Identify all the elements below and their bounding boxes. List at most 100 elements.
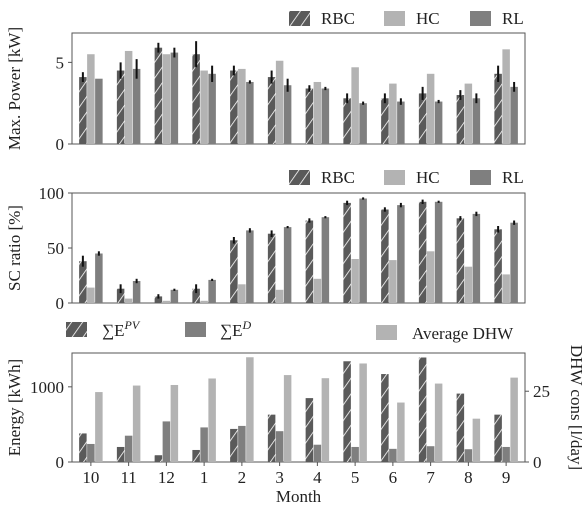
bar-rl-1 [208,73,216,144]
bar-dhw-6 [397,402,405,462]
bar-rl-1 [208,279,216,303]
bar-hc-5 [351,67,359,144]
bar-rl-9 [510,86,518,144]
bar-dhw-3 [283,375,292,462]
bar-rbc-6 [381,209,389,303]
legend-label-rbc: RBC [321,9,355,28]
bar-ed-1 [200,427,208,462]
bar-epv-3 [267,414,276,462]
bar-hc-5 [351,259,359,303]
bar-epv-2 [230,428,238,462]
bar-rl-6 [397,101,405,144]
xtick-label: 9 [502,468,511,487]
bar-rbc-12 [154,296,163,303]
bar-hc-6 [389,260,397,303]
bar-rl-2 [246,81,254,144]
bar-dhw-9 [510,377,518,462]
bar-rl-6 [397,205,405,303]
plot-frame-1 [71,32,526,145]
bar-rbc-11 [116,288,125,303]
bar-hc-3 [275,289,284,303]
bar-rbc-4 [305,88,314,144]
bar-hc-9 [502,274,510,303]
bar-hc-6 [389,83,397,144]
bar-hc-10 [87,287,95,303]
bar-rl-7 [434,101,443,144]
xtick-label: 10 [82,468,99,487]
bar-rl-2 [246,230,254,303]
bar-hc-11 [124,50,133,144]
legend-swatch-rl [470,11,491,26]
bar-dhw-1 [208,378,216,462]
bar-hc-9 [502,49,510,144]
bar-rl-12 [170,289,179,303]
bar-ed-11 [124,435,133,462]
xtick-label: 12 [158,468,175,487]
bar-rbc-3 [267,233,276,303]
bar-rbc-2 [230,70,238,144]
legend-label-rbc: RBC [321,168,355,187]
bar-ed-7 [426,446,435,462]
x-axis-label: Month [276,487,322,506]
bar-hc-10 [87,54,95,144]
legend-label-dhw: Average DHW [412,324,514,343]
bar-ed-9 [502,446,510,462]
xtick-label: 6 [389,468,398,487]
bar-dhw-7 [434,383,443,462]
xtick-label: 5 [351,468,360,487]
bar-ed-6 [389,448,397,462]
bar-dhw-12 [170,384,179,462]
ytick-label: 0 [56,453,65,472]
legend-swatch-ed [185,322,206,337]
bar-rl-4 [321,88,330,144]
legend-swatch-rbc [289,11,310,26]
bar-ed-10 [87,443,95,462]
bar-dhw-10 [95,392,103,462]
bar-hc-4 [313,278,322,303]
bar-dhw-2 [246,357,254,462]
bar-hc-4 [313,81,322,144]
xtick-label: 1 [200,468,209,487]
y-axis-label: SC ratio [%] [5,205,24,291]
bar-epv-1 [192,449,200,462]
bar-rbc-1 [192,54,200,144]
bar-ed-4 [313,444,322,462]
ytick-label: 0 [56,135,65,154]
xtick-label: 7 [426,468,435,487]
legend-swatch-dhw [376,325,397,340]
bar-rl-11 [132,281,141,303]
bar-epv-4 [305,398,314,462]
bar-epv-12 [154,455,163,462]
bar-hc-11 [124,298,133,303]
ytick-label: 100 [39,184,65,203]
bar-rl-10 [95,78,103,144]
bar-hc-8 [464,83,473,144]
legend-label-epv: ∑EPV [102,318,141,340]
bar-rbc-2 [230,240,238,303]
bar-epv-6 [381,374,389,462]
bar-dhw-11 [132,385,141,462]
bar-rbc-9 [494,73,502,144]
xtick-label: 8 [464,468,473,487]
bar-dhw-5 [359,363,367,462]
bar-rl-3 [283,227,292,303]
legend-swatch-rl [470,170,491,185]
bar-ed-12 [162,421,171,462]
ytick-right-label: 0 [533,453,542,472]
legend-label-hc: HC [416,168,440,187]
bar-rl-10 [95,253,103,303]
bar-hc-1 [200,300,208,303]
bar-rbc-10 [79,77,87,144]
bar-rbc-8 [456,218,465,303]
bar-epv-7 [418,357,427,462]
bar-epv-9 [494,414,502,462]
legend-label-hc: HC [416,9,440,28]
bar-rbc-8 [456,95,465,144]
bar-hc-1 [200,70,208,144]
bar-epv-5 [343,361,351,462]
bar-ed-3 [275,431,284,462]
xtick-label: 3 [275,468,284,487]
legend-label-ed: ∑ED [220,318,252,340]
ytick-label: 1000 [30,378,64,397]
ytick-right-label: 25 [533,382,550,401]
